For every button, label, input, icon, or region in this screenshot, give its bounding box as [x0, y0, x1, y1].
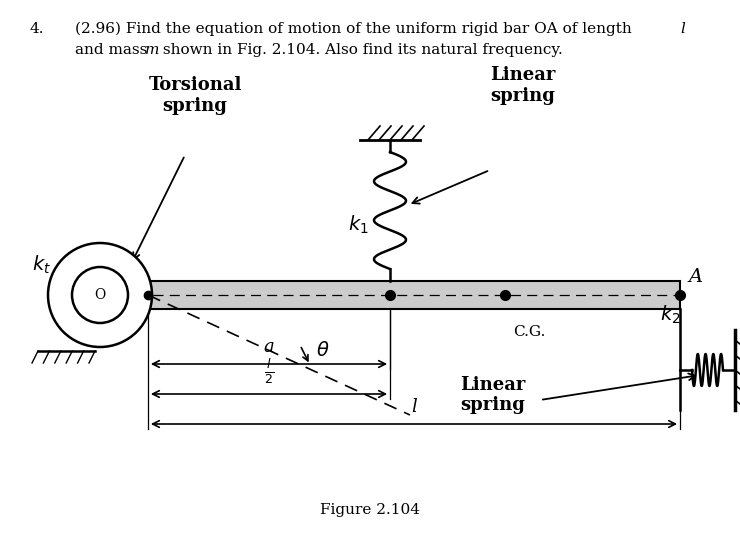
Text: m: m	[145, 43, 160, 57]
Text: l: l	[680, 22, 685, 36]
Text: C.G.: C.G.	[513, 325, 545, 339]
Text: Linear
spring: Linear spring	[460, 376, 525, 414]
Text: a: a	[263, 338, 275, 356]
Text: Linear
spring: Linear spring	[490, 66, 556, 105]
Text: and mass: and mass	[75, 43, 152, 57]
Text: $\theta$: $\theta$	[316, 341, 330, 359]
Text: $k_t$: $k_t$	[32, 254, 51, 276]
Text: shown in Fig. 2.104. Also find its natural frequency.: shown in Fig. 2.104. Also find its natur…	[158, 43, 562, 57]
Text: (2.96) Find the equation of motion of the uniform rigid bar OA of length: (2.96) Find the equation of motion of th…	[75, 22, 632, 37]
Text: l: l	[411, 398, 417, 416]
Text: O: O	[95, 288, 106, 302]
Text: Torsional
spring: Torsional spring	[148, 76, 242, 115]
Text: $k_2$: $k_2$	[660, 304, 681, 326]
Circle shape	[48, 243, 152, 347]
Text: $\frac{l}{2}$: $\frac{l}{2}$	[264, 357, 274, 386]
Circle shape	[72, 267, 128, 323]
Text: $k_1$: $k_1$	[348, 214, 369, 236]
Text: A: A	[688, 268, 702, 286]
Text: 4.: 4.	[30, 22, 44, 36]
Text: Figure 2.104: Figure 2.104	[320, 503, 420, 517]
Bar	[148, 281, 680, 309]
